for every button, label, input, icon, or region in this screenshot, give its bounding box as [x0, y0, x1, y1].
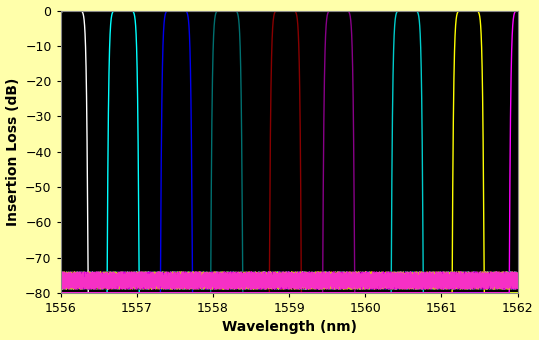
X-axis label: Wavelength (nm): Wavelength (nm): [222, 320, 357, 335]
Y-axis label: Insertion Loss (dB): Insertion Loss (dB): [5, 78, 19, 226]
